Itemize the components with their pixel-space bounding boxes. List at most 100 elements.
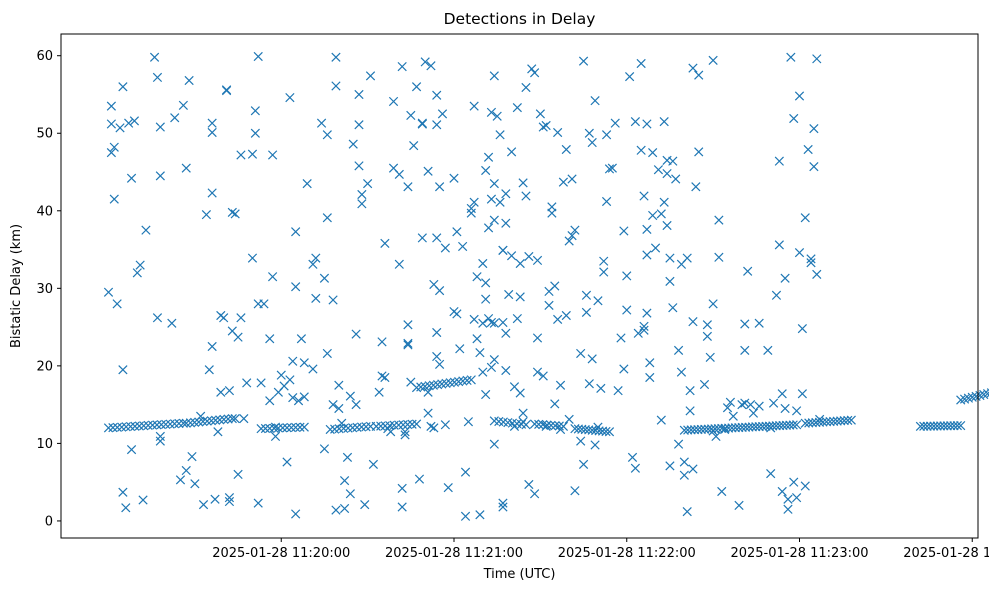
data-point [946, 421, 956, 431]
data-point [117, 422, 127, 432]
data-point [702, 320, 712, 330]
data-point [622, 305, 632, 315]
data-point [463, 417, 474, 427]
data-point [578, 56, 589, 66]
y-tick-label: 20 [36, 359, 53, 374]
x-axis-label: Time (UTC) [483, 567, 556, 582]
data-point [319, 273, 330, 283]
data-point [236, 150, 246, 160]
data-point [394, 259, 404, 269]
data-point [423, 166, 433, 176]
data-point [236, 313, 246, 323]
data-point [486, 362, 497, 373]
data-point [296, 334, 307, 344]
data-point [247, 253, 258, 263]
data-point [363, 179, 373, 189]
data-point [541, 120, 551, 131]
x-tick-label: 2025-01-28 11:23:00 [730, 546, 868, 561]
data-point [478, 258, 488, 269]
data-point [270, 431, 281, 442]
data-point [295, 422, 305, 432]
data-point [648, 210, 658, 221]
data-point [259, 299, 269, 309]
data-point [766, 423, 776, 433]
x-tick-label: 2025-01-28 11:22:00 [558, 546, 696, 561]
data-point [388, 96, 399, 107]
data-point [570, 486, 580, 496]
data-point [398, 420, 408, 430]
data-point [134, 421, 144, 431]
data-point [570, 225, 580, 235]
data-point [748, 408, 759, 418]
data-point [656, 415, 666, 425]
data-point [794, 248, 805, 258]
data-point [771, 290, 782, 300]
data-point [694, 70, 704, 80]
data-point [466, 375, 476, 385]
data-point [642, 308, 652, 318]
data-point [688, 317, 698, 327]
data-point [532, 333, 543, 343]
data-point [578, 459, 589, 469]
data-point [475, 510, 485, 520]
data-point [783, 504, 793, 514]
data-point [679, 470, 689, 480]
data-point [354, 89, 364, 100]
data-point [717, 423, 727, 434]
data-point [288, 393, 298, 403]
data-point [587, 137, 597, 148]
data-point [460, 467, 471, 477]
data-point [397, 483, 407, 493]
data-point [185, 418, 196, 428]
data-point [351, 329, 361, 339]
data-point [668, 156, 678, 166]
data-point [688, 464, 698, 474]
data-point [699, 379, 710, 390]
data-point [806, 254, 816, 264]
data-point [708, 426, 718, 436]
data-point [337, 418, 347, 428]
data-point [975, 390, 985, 401]
data-point [285, 375, 295, 385]
data-point [662, 168, 672, 179]
data-point [630, 463, 641, 473]
data-point [224, 496, 235, 507]
data-point [432, 90, 442, 100]
data-point [434, 182, 445, 192]
data-point [227, 207, 237, 217]
data-point [935, 421, 946, 431]
data-point [613, 386, 623, 396]
data-point [650, 243, 661, 253]
data-point [702, 331, 712, 342]
data-point [512, 313, 522, 324]
data-point [108, 422, 118, 433]
data-point [466, 203, 476, 214]
data-point [705, 352, 715, 362]
data-point [509, 421, 520, 431]
data-point [481, 278, 491, 288]
data-point [216, 387, 226, 397]
data-point [230, 413, 240, 424]
data-point [328, 400, 338, 410]
data-point [836, 416, 846, 426]
data-point [155, 436, 165, 446]
data-point [720, 424, 730, 435]
x-tick-label: 2025-01-28 11:24:00 [903, 546, 989, 561]
data-point [561, 310, 571, 321]
data-markers [103, 51, 989, 521]
data-point [291, 422, 301, 433]
data-point [233, 332, 243, 342]
data-point [639, 191, 649, 201]
data-point [555, 424, 566, 435]
data-point [452, 309, 462, 319]
data-point [319, 444, 330, 454]
data-point [380, 372, 390, 383]
data-point [380, 238, 390, 248]
data-point [432, 351, 442, 362]
data-point [118, 487, 128, 497]
data-point [443, 482, 453, 493]
data-point [152, 313, 163, 323]
data-point [365, 71, 376, 81]
data-point [564, 236, 574, 246]
